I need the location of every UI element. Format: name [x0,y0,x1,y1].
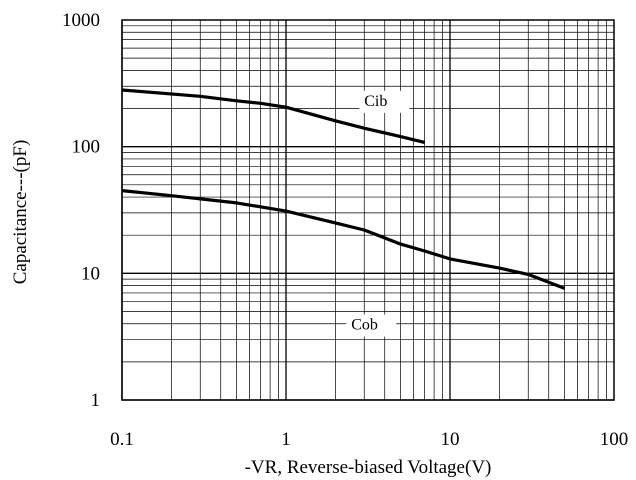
plot-background [122,20,614,400]
y-axis-label: Capacitance---(pF) [10,140,31,285]
series-label-backdrop [359,90,410,113]
y-tick-label: 1000 [62,10,100,31]
plot-frame [121,19,615,401]
series-layer [121,88,566,290]
y-tick-label: 10 [81,263,100,284]
x-tick-label: 0.1 [110,429,134,450]
series-label-backdrop [346,314,397,337]
y-tick-label: 100 [72,137,101,158]
x-axis-label: -VR, Reverse-biased Voltage(V) [245,457,492,478]
series-label-cib: Cib [364,93,387,110]
series-line-cob [121,189,566,290]
series-line-cib [121,88,425,144]
series-label-cob: Cob [351,317,378,334]
x-tick-label: 1 [281,429,291,450]
series-label-layer: Cib Cob [346,90,410,337]
x-tick-label: 100 [600,429,629,450]
tick-labels: 0.1 1 10 100 1 10 100 1000 [62,10,628,450]
y-tick-label: 1 [91,390,101,411]
minor-grid [122,20,614,400]
x-tick-label: 10 [441,429,460,450]
